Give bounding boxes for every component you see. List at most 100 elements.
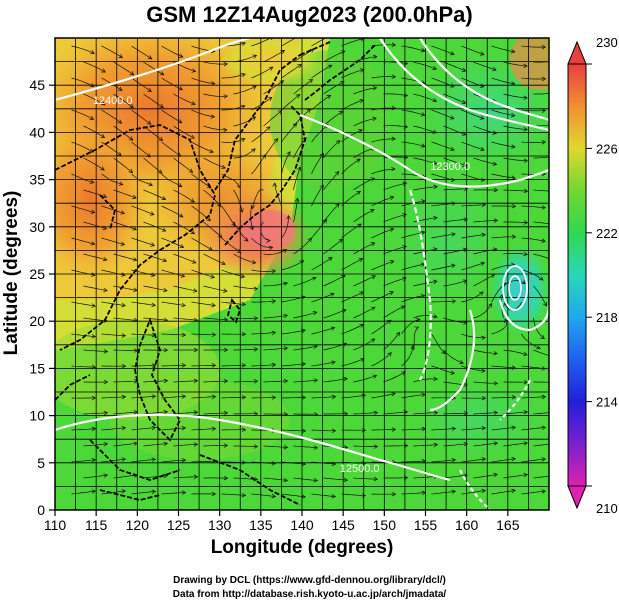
streamline-arrowhead — [163, 409, 169, 415]
streamline-arrowhead — [300, 295, 306, 300]
colorbar-tick-label: 226 — [596, 141, 618, 156]
streamline-arrowhead — [121, 394, 127, 400]
streamline-arrowhead — [338, 111, 344, 116]
streamline — [503, 442, 528, 447]
streamline-arrowhead — [252, 85, 257, 90]
streamline — [443, 474, 468, 479]
streamline-arrowhead — [132, 194, 137, 199]
streamline — [311, 219, 327, 239]
streamline — [161, 141, 182, 157]
chart-title: GSM 12Z14Aug2023 (200.0hPa) — [146, 2, 473, 27]
streamline — [533, 189, 549, 192]
streamline — [323, 203, 340, 223]
streamline-arrowhead — [536, 345, 541, 350]
streamline — [173, 189, 195, 203]
streamline — [233, 380, 258, 383]
streamline — [383, 277, 407, 287]
streamline-arrowhead — [481, 425, 487, 431]
streamline — [293, 198, 299, 223]
streamline — [251, 154, 266, 175]
streamline — [413, 280, 438, 287]
streamline-arrowhead — [148, 181, 153, 187]
streamline — [263, 50, 285, 63]
colorbar-tick-label: 214 — [596, 395, 618, 410]
streamline-arrowhead — [193, 442, 199, 447]
streamline — [101, 333, 126, 337]
streamline-arrowhead — [391, 166, 396, 172]
streamline — [443, 317, 468, 324]
streamline — [101, 427, 126, 431]
streamline-arrowhead — [523, 63, 528, 69]
streamline-arrowhead — [178, 213, 184, 218]
streamline-arrowhead — [511, 203, 517, 209]
streamline-arrowhead — [403, 61, 409, 66]
streamline — [461, 427, 486, 431]
streamline-arrowhead — [571, 41, 575, 45]
streamline — [101, 458, 126, 463]
streamline — [83, 61, 106, 73]
streamline-arrowhead — [450, 177, 456, 183]
streamline — [461, 173, 485, 181]
y-tick-label: 5 — [37, 455, 45, 471]
streamline — [293, 277, 317, 287]
streamline-arrowhead — [100, 101, 106, 106]
streamline-arrowhead — [329, 292, 335, 297]
streamline-arrowhead — [91, 489, 97, 494]
streamline — [521, 427, 546, 431]
streamline — [311, 257, 333, 271]
streamline-arrowhead — [102, 256, 108, 262]
contour-label: 12500.0 — [340, 463, 380, 475]
streamline — [443, 412, 468, 415]
x-tick-label: 110 — [44, 517, 67, 533]
streamline — [221, 105, 246, 111]
y-tick-label: 15 — [29, 360, 45, 376]
streamline — [221, 73, 246, 79]
streamline-arrowhead — [158, 136, 164, 141]
streamline — [461, 109, 485, 120]
streamline — [293, 166, 301, 191]
streamline — [311, 184, 324, 207]
streamline — [131, 173, 153, 186]
streamline — [101, 173, 123, 185]
streamline-arrowhead — [554, 189, 558, 193]
colorbar: 230 226 222 218 214 210 — [567, 35, 618, 516]
geopotential-contours — [55, 38, 549, 510]
streamline-arrowhead — [267, 96, 273, 102]
streamline-arrowhead — [283, 346, 289, 351]
streamline-arrowhead — [331, 360, 336, 365]
x-tick-label: 115 — [85, 517, 108, 533]
streamline-arrowhead — [253, 347, 259, 352]
streamline — [311, 124, 329, 143]
streamline — [191, 269, 215, 278]
streamline-arrowhead — [389, 227, 395, 232]
streamline — [533, 253, 549, 259]
streamline — [83, 93, 106, 106]
streamline-arrowhead — [90, 241, 96, 246]
streamline-arrowhead — [461, 67, 467, 72]
streamline-arrowhead — [461, 99, 467, 104]
streamline-arrowhead — [91, 303, 96, 308]
streamline — [461, 490, 486, 495]
streamline — [413, 61, 437, 70]
streamline-arrowhead — [511, 456, 517, 462]
streamline-arrowhead — [128, 136, 134, 141]
streamline — [221, 396, 246, 399]
streamline-arrowhead — [403, 155, 409, 160]
streamline — [401, 394, 426, 399]
streamline-arrowhead — [118, 181, 124, 186]
streamline-arrowhead — [319, 152, 325, 158]
streamline — [101, 269, 125, 276]
streamline-arrowhead — [358, 258, 364, 263]
streamline — [461, 45, 485, 55]
streamline — [281, 329, 306, 335]
streamline-arrowhead — [161, 227, 167, 232]
streamline — [173, 411, 198, 415]
streamline — [371, 260, 394, 271]
streamline-arrowhead — [133, 410, 139, 415]
streamline-arrowhead — [402, 181, 408, 186]
streamline — [83, 189, 107, 198]
streamline — [203, 412, 228, 415]
streamline — [113, 317, 138, 321]
streamline-arrowhead — [102, 225, 108, 230]
streamline — [473, 125, 497, 134]
